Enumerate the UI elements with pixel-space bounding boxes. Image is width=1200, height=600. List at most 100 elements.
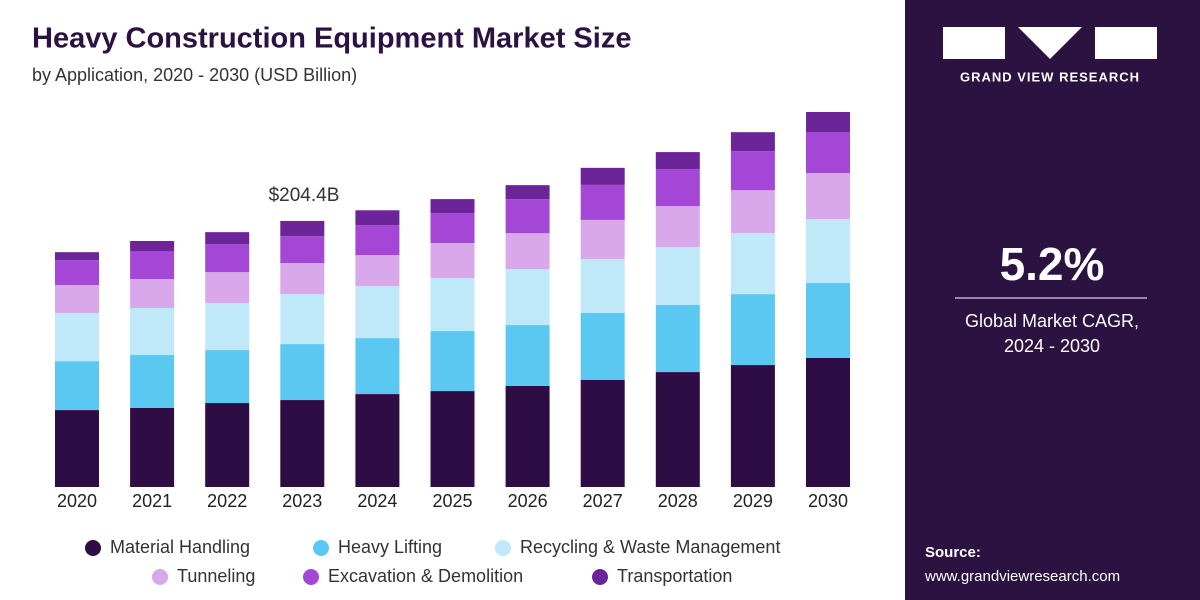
bar-segment [205,403,250,487]
source-url: www.grandviewresearch.com [924,568,1120,585]
bar-segment [130,251,175,279]
bar-segment [130,355,175,408]
bar-segment [55,313,99,362]
bar-segment [505,185,550,200]
bar-segment [205,272,250,304]
bar-segment [580,312,625,381]
bar-segment [430,213,475,244]
legend-label: Heavy Lifting [338,537,442,557]
bar-segment [280,263,325,295]
legend-marker [85,540,101,556]
bar-segment [130,278,175,309]
x-tick-label: 2020 [57,491,97,511]
bar-segment [730,294,775,366]
logo-block [1018,27,1082,59]
bar-segment [55,361,99,411]
bar-segment [205,232,250,245]
bar-segment [730,190,775,234]
bar-segment [355,255,400,287]
bar-segment [806,112,850,133]
bar-segment [280,294,325,345]
side-panel [905,0,1200,600]
bar-segment [505,325,550,386]
bar-segment [655,247,700,306]
bar-segment [280,220,325,237]
bar-segment [655,206,700,248]
bar-segment [55,410,99,487]
bar-segment [655,305,700,373]
bar-segment [130,240,175,252]
bar-segment [355,225,400,256]
legend-label: Material Handling [110,537,250,557]
legend-label: Recycling & Waste Management [520,537,780,557]
bar-segment [806,218,850,284]
bar-segment [355,286,400,339]
legend-marker [592,569,608,585]
bar-segment [730,151,775,191]
bar-segment [430,199,475,214]
bar-segment [505,385,550,487]
chart-subtitle: by Application, 2020 - 2030 (USD Billion… [32,65,357,85]
bar-segment [205,303,250,351]
x-tick-label: 2022 [207,491,247,511]
legend-label: Transportation [617,566,732,586]
bar-segment [130,407,175,487]
bar-segment [580,380,625,487]
legend-label: Excavation & Demolition [328,566,523,586]
logo-block [1095,27,1157,59]
bar-segment [655,152,700,170]
bar-segment [430,278,475,332]
bar-segment [205,244,250,273]
bar-segment [655,372,700,487]
bar-segment [580,167,625,185]
x-tick-label: 2024 [357,491,397,511]
bar-segment [355,394,400,487]
stat-label: Global Market CAGR, [965,311,1139,331]
logo [943,27,1157,59]
bar-segment [280,236,325,264]
bar-segment [505,269,550,326]
bar-segment [730,365,775,487]
legend-marker [303,569,319,585]
legend-marker [495,540,511,556]
bar-segment [430,243,475,279]
bar-segment [730,233,775,295]
legend-marker [152,569,168,585]
bar-segment [55,252,99,261]
source-label: Source: [925,544,981,561]
bar-segment [505,233,550,270]
bar-segment [580,258,625,313]
x-tick-label: 2030 [808,491,848,511]
bar-segment [806,132,850,174]
bar-segment [355,338,400,395]
annotation: $204.4B [269,185,340,206]
bar-segment [55,260,99,286]
bar-segment [806,283,850,359]
bar-segment [505,199,550,234]
bar-segment [580,219,625,259]
legend-marker [313,540,329,556]
x-tick-label: 2021 [132,491,172,511]
x-tick-label: 2023 [282,491,322,511]
x-tick-label: 2026 [508,491,548,511]
bar-segment [655,169,700,207]
bar-segment [806,358,850,487]
bar-segment [280,344,325,401]
x-tick-label: 2029 [733,491,773,511]
legend-label: Tunneling [177,566,255,586]
logo-block [943,27,1005,59]
bar-segment [205,350,250,404]
bar-segment [730,132,775,152]
x-tick-label: 2025 [432,491,472,511]
brand: GRAND VIEW RESEARCH [960,69,1140,84]
bar-segment [430,391,475,487]
x-tick-label: 2028 [658,491,698,511]
bar-segment [130,308,175,356]
stat: 5.2% [1000,238,1105,290]
chart-title: Heavy Construction Equipment Market Size [32,23,631,55]
bar-segment [430,331,475,392]
bar-segment [280,400,325,487]
stat-label: 2024 - 2030 [1004,336,1100,356]
x-tick-label: 2027 [583,491,623,511]
